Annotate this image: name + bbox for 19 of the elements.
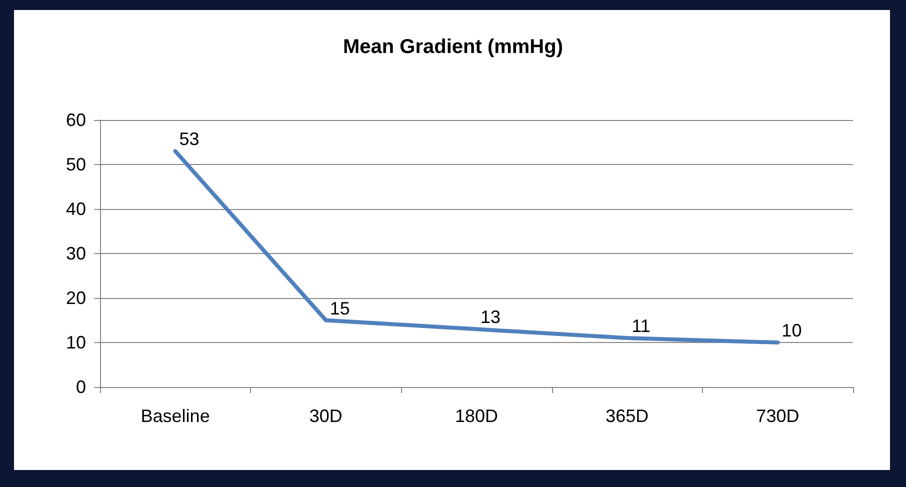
y-tick-label: 60: [66, 110, 86, 130]
x-tick-label: 365D: [606, 406, 649, 426]
y-tick-label: 0: [76, 377, 86, 397]
data-label: 11: [632, 316, 650, 336]
x-tick-label: Baseline: [140, 406, 210, 426]
y-tick-label: 30: [66, 244, 86, 264]
data-label: 53: [179, 129, 200, 150]
line-series: [173, 149, 780, 344]
chart-title: Mean Gradient (mmHg): [342, 36, 564, 58]
y-tick-label: 50: [66, 154, 86, 174]
y-tick-label: 20: [66, 288, 86, 308]
data-label: 13: [480, 307, 501, 328]
x-tick-label: 730D: [756, 406, 800, 426]
y-tick-label: 10: [66, 332, 86, 352]
x-tick-label: 180D: [454, 406, 498, 426]
y-tick-label: 40: [66, 199, 86, 219]
data-label: 15: [330, 298, 350, 318]
data-label: 10: [782, 320, 802, 340]
x-tick-label: 30D: [309, 406, 342, 426]
